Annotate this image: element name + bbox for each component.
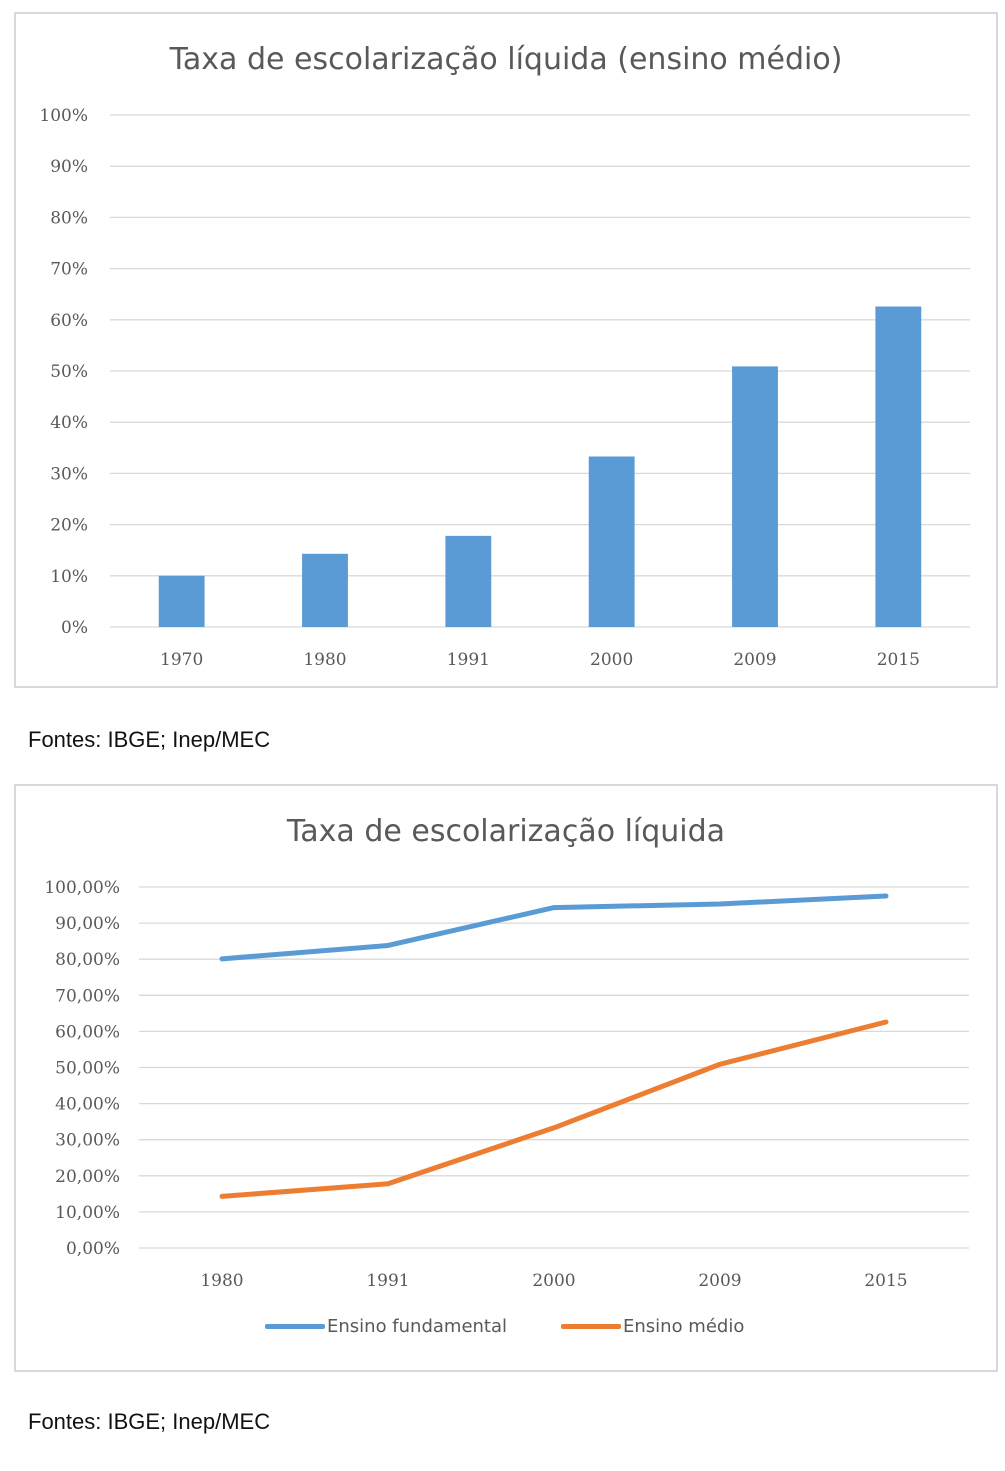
y-tick-label: 70% xyxy=(50,260,88,280)
x-tick-label: 1991 xyxy=(447,650,490,670)
x-tick-label: 2000 xyxy=(532,1271,575,1291)
y-tick-label: 20,00% xyxy=(55,1167,120,1187)
bar xyxy=(302,553,348,627)
line-chart-title: Taxa de escolarização líquida xyxy=(286,814,726,849)
legend-swatch-fundamental xyxy=(265,1324,325,1329)
x-tick-label: 2015 xyxy=(877,650,920,670)
legend-label-medio: Ensino médio xyxy=(623,1316,745,1337)
line-chart-svg: 0,00% 10,00% 20,00% 30,00% 40,00% 50,00% 60,00… xyxy=(44,878,969,1291)
x-tick-label: 2009 xyxy=(733,650,776,670)
y-tick-label: 90,00% xyxy=(55,914,120,934)
series-line xyxy=(219,1019,889,1199)
y-tick-label: 50% xyxy=(50,362,88,382)
legend-swatch-medio xyxy=(561,1324,621,1329)
y-tick-label: 60,00% xyxy=(55,1022,120,1042)
line-chart-source: Fontes: IBGE; Inep/MEC xyxy=(28,1409,271,1434)
line-chart-panel: Taxa de escolarização líquida 0,00% 10,00… xyxy=(14,784,998,1372)
y-tick-label: 40,00% xyxy=(55,1095,120,1115)
y-tick-label: 70,00% xyxy=(55,986,120,1006)
bar-chart-source: Fontes: IBGE; Inep/MEC xyxy=(28,727,271,752)
bar xyxy=(158,575,205,627)
bar xyxy=(875,306,922,627)
y-tick-label: 50,00% xyxy=(55,1059,120,1079)
x-tick-label: 1980 xyxy=(303,650,346,670)
x-tick-label: 1980 xyxy=(200,1271,243,1291)
legend-label-fundamental: Ensino fundamental xyxy=(327,1316,508,1337)
y-tick-label: 90% xyxy=(50,157,88,177)
bar xyxy=(588,456,635,627)
series-line xyxy=(219,893,889,962)
bar xyxy=(445,535,492,627)
bar xyxy=(732,366,778,627)
y-tick-label: 20% xyxy=(50,516,88,536)
y-tick-label: 0,00% xyxy=(66,1239,120,1259)
x-tick-label: 2015 xyxy=(864,1271,907,1291)
bar-chart-title: Taxa de escolarização líquida (ensino mé… xyxy=(169,42,843,77)
y-tick-label: 10,00% xyxy=(55,1203,120,1223)
y-tick-label: 0% xyxy=(61,618,88,638)
legend-item-medio: Ensino médio xyxy=(561,1316,744,1337)
y-tick-label: 100,00% xyxy=(44,878,120,898)
y-tick-label: 80,00% xyxy=(55,950,120,970)
y-tick-label: 10% xyxy=(50,567,88,587)
y-tick-label: 30,00% xyxy=(55,1131,120,1151)
y-tick-label: 40% xyxy=(50,413,88,433)
x-tick-label: 2009 xyxy=(698,1271,741,1291)
y-tick-label: 100% xyxy=(39,106,88,126)
y-tick-label: 80% xyxy=(50,208,88,228)
bar-chart-svg: 0% 10% 20% 30% 40% 50% 60% 70% 80% 90% 100% 1970 198… xyxy=(39,106,970,670)
y-tick-label: 60% xyxy=(50,311,88,331)
x-tick-label: 2000 xyxy=(590,650,633,670)
legend-item-fundamental: Ensino fundamental xyxy=(265,1316,507,1337)
line-chart-legend: Ensino fundamental Ensino médio xyxy=(16,1316,996,1346)
x-tick-label: 1991 xyxy=(366,1271,409,1291)
x-tick-label: 1970 xyxy=(160,650,203,670)
y-tick-label: 30% xyxy=(50,464,88,484)
bar-chart-panel: Taxa de escolarização líquida (ensino mé… xyxy=(14,12,998,688)
